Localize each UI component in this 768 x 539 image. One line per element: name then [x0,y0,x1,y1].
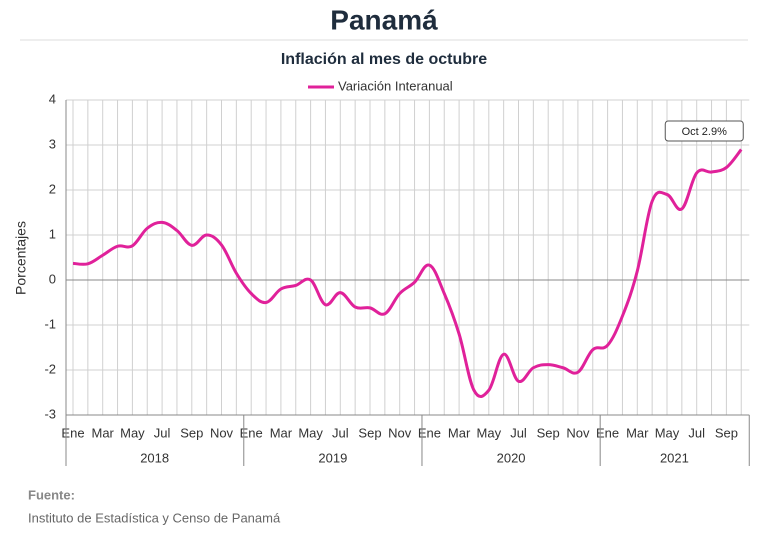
chart-subtitle: Inflación al mes de octubre [281,51,487,68]
y-tick-label: 2 [49,181,56,196]
x-tick-label: Jul [154,425,171,440]
year-label: 2021 [660,450,689,465]
x-tick-label: Jul [332,425,349,440]
annotation-box [664,120,744,142]
y-axis-label: Porcentajes [13,221,29,295]
chart-title: Panamá [330,4,438,35]
annotation: Oct 2.9% [682,126,727,138]
x-tick-label: Sep [537,425,560,440]
year-label: 2020 [497,450,526,465]
y-tick-label: 1 [49,226,56,241]
year-label: 2019 [318,450,347,465]
x-tick-label: Jul [510,425,527,440]
x-tick-label: Nov [388,425,412,440]
y-tick-label: -1 [44,316,56,331]
x-tick-label: Ene [596,425,619,440]
legend-label: Variación Interanual [338,78,453,93]
x-tick-label: May [477,425,502,440]
source: Instituto de Estadística y Censo de Pana… [28,510,281,525]
x-tick-label: Ene [418,425,441,440]
x-tick-label: Nov [566,425,590,440]
y-tick-label: 3 [49,136,56,151]
x-tick-label: May [655,425,680,440]
year-label: 2018 [140,450,169,465]
x-tick-label: Mar [92,425,115,440]
y-tick-label: 0 [49,271,56,286]
y-tick-label: -3 [44,406,56,421]
x-tick-label: Mar [626,425,649,440]
x-tick-label: Nov [210,425,234,440]
x-tick-label: Jul [688,425,705,440]
x-tick-label: Sep [715,425,738,440]
x-tick-label: May [120,425,145,440]
y-tick-label: -2 [44,361,56,376]
source-title: Fuente: [28,487,75,502]
x-tick-label: Sep [180,425,203,440]
y-tick-label: 4 [49,91,56,106]
x-tick-label: Mar [448,425,471,440]
series-line [72,148,743,398]
x-tick-label: Ene [240,425,263,440]
x-tick-label: Sep [358,425,381,440]
x-tick-label: Ene [61,425,84,440]
x-tick-label: May [298,425,323,440]
x-tick-label: Mar [270,425,293,440]
